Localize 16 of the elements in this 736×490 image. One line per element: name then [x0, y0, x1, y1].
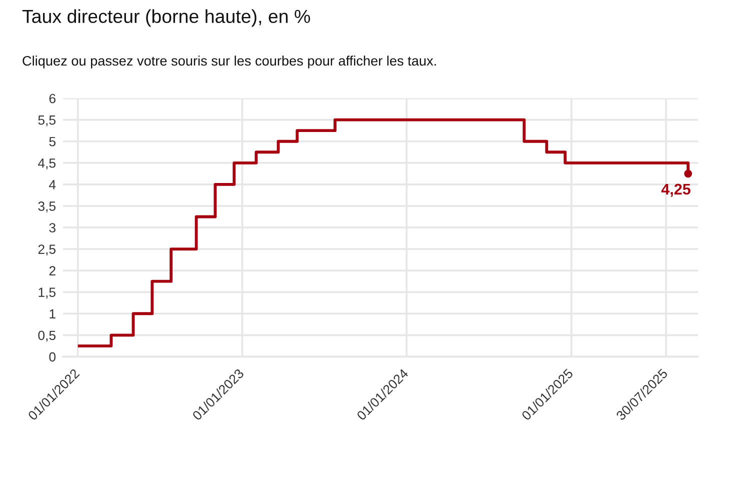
- y-tick-label: 3: [49, 223, 56, 232]
- y-tick-label: 4: [49, 180, 56, 190]
- y-tick-label: 4,5: [38, 158, 56, 170]
- chart-subtitle: Cliquez ou passez votre souris sur les courbes pour afficher les taux.: [22, 56, 436, 68]
- y-tick-label: 2: [49, 266, 56, 276]
- y-tick-label: 5: [49, 137, 56, 146]
- chart-title: Taux directeur (borne haute), en %: [22, 9, 310, 27]
- y-tick-label: 3,5: [38, 202, 56, 212]
- y-tick-label: 2,5: [38, 244, 56, 256]
- y-tick-label: 0: [49, 352, 56, 362]
- y-tick-label: 1,5: [38, 288, 56, 299]
- y-tick-label: 0,5: [38, 330, 56, 342]
- y-tick-label: 5,5: [38, 116, 56, 126]
- y-tick-label: 6: [49, 94, 56, 104]
- data-label: 4,25: [661, 184, 690, 197]
- y-tick-label: 1: [50, 309, 56, 318]
